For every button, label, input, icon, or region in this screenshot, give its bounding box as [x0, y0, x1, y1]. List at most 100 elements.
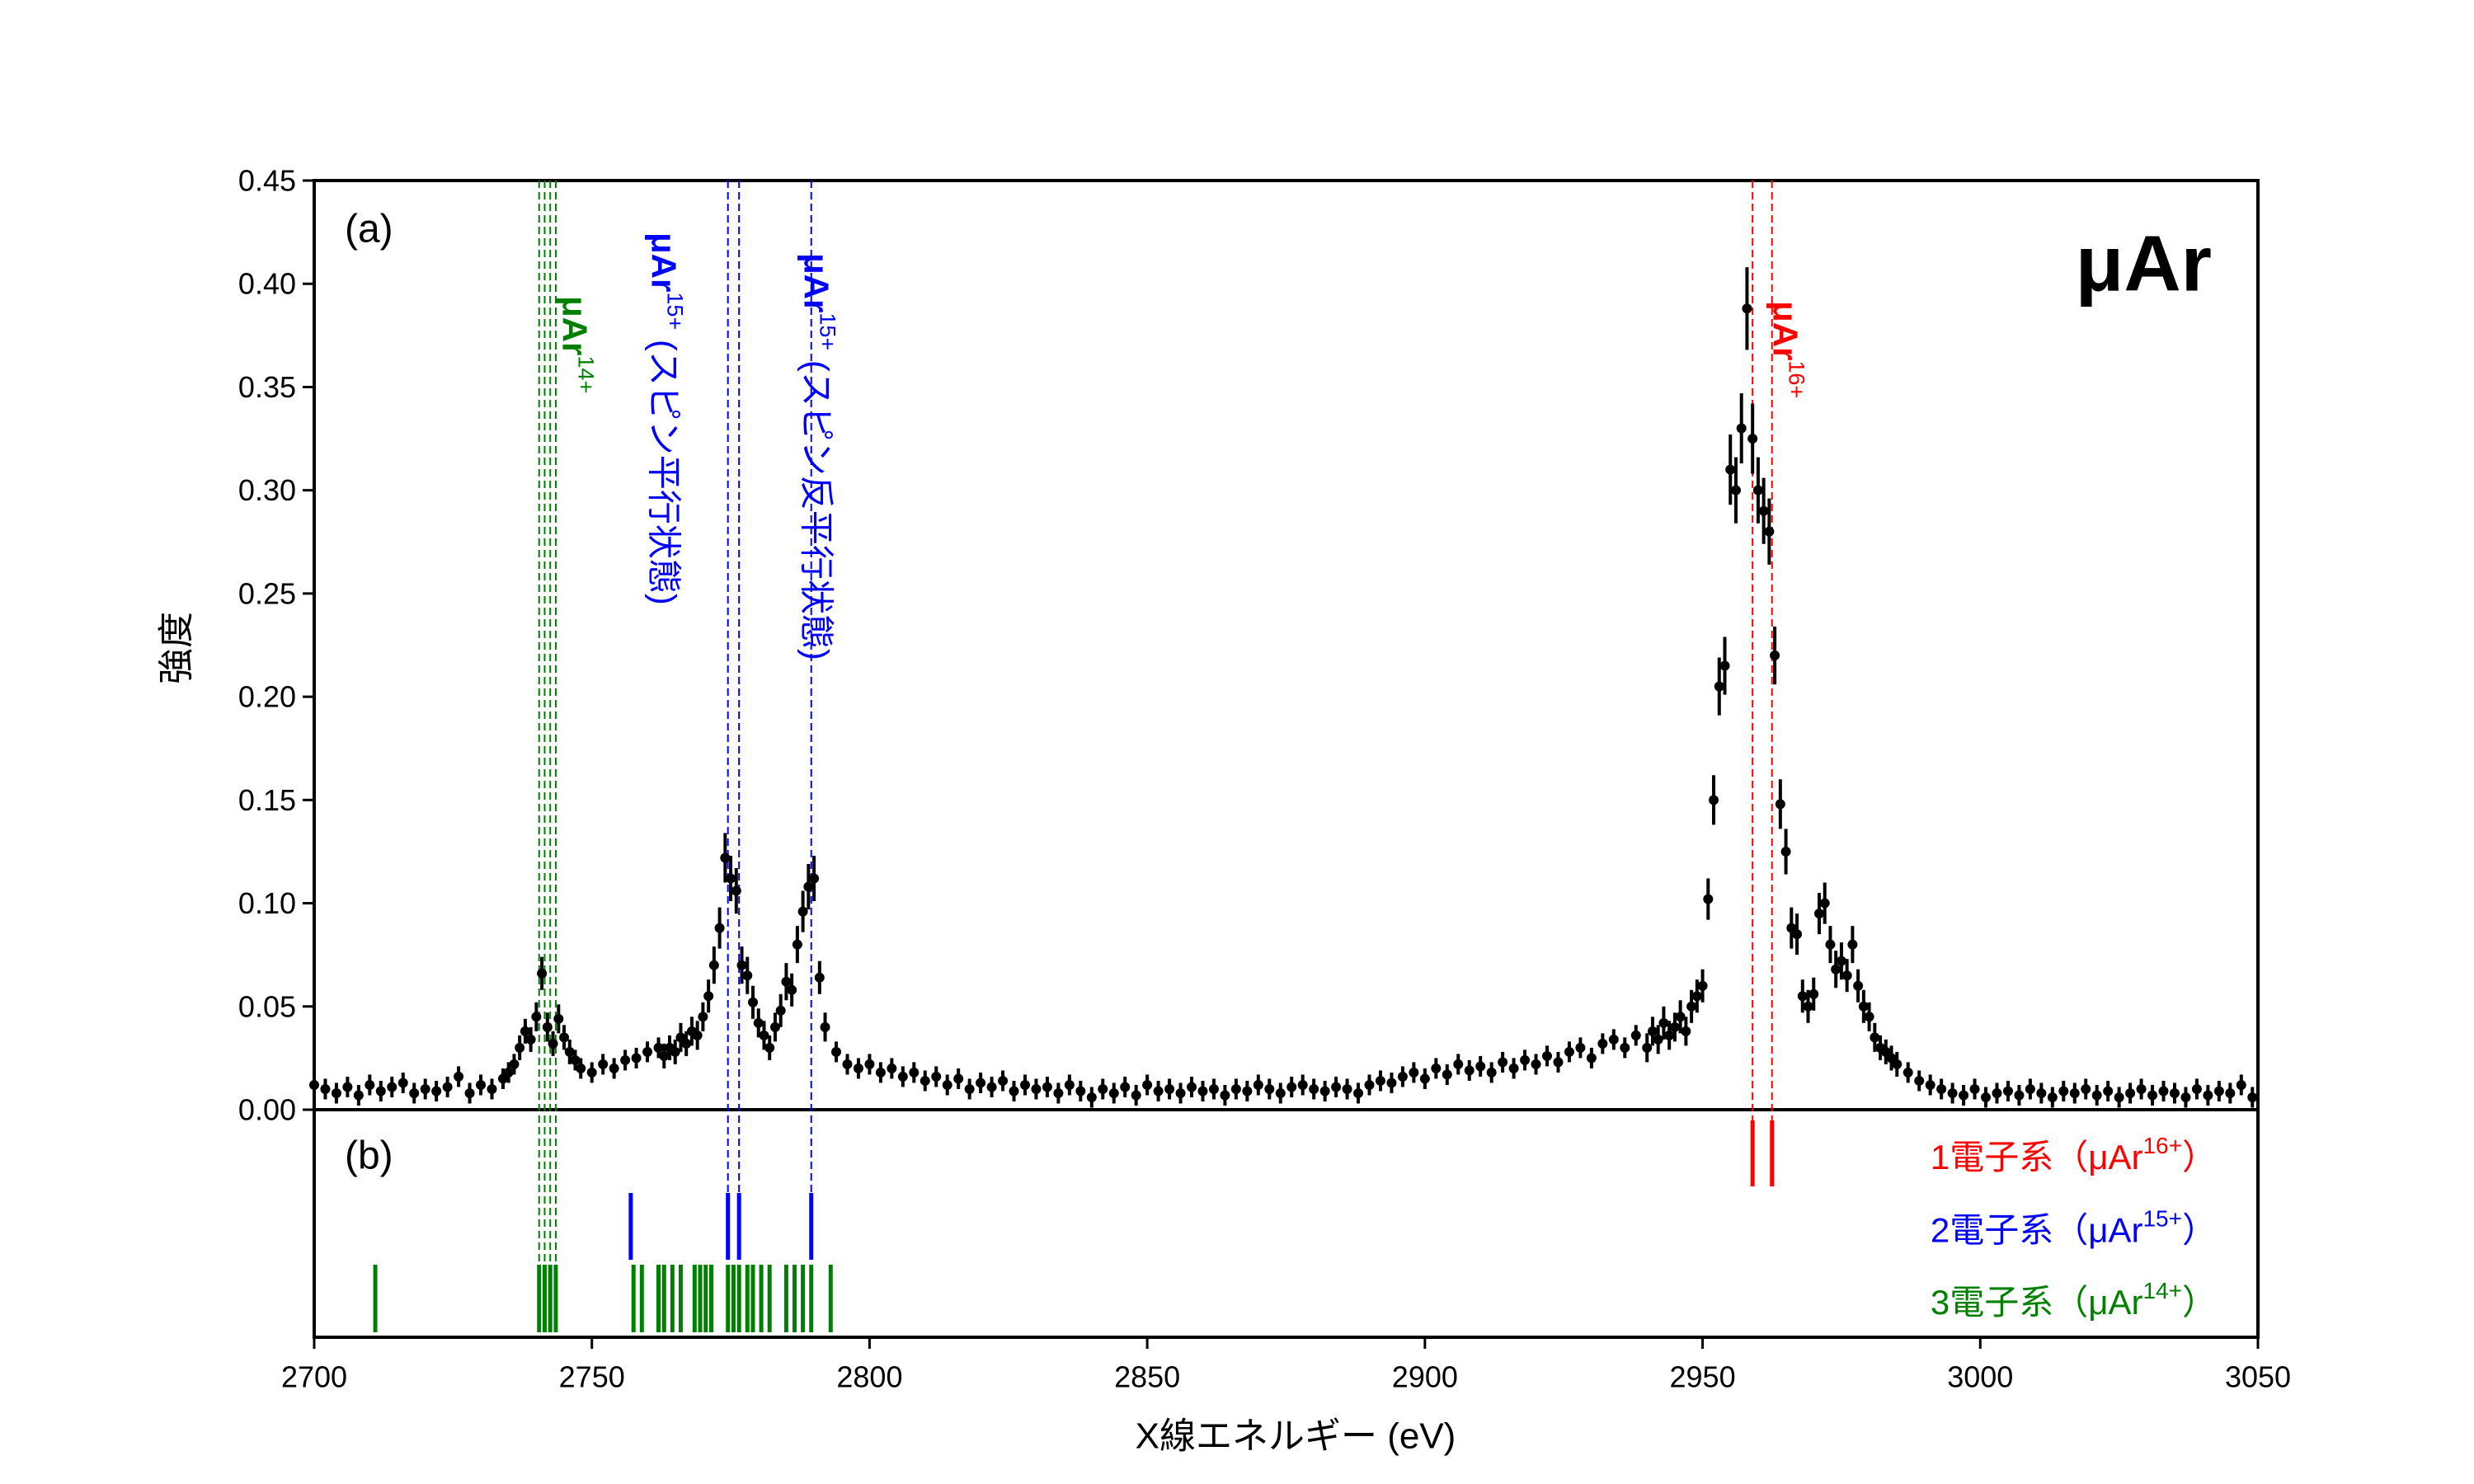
annotation-text: μAr: [556, 296, 595, 355]
data-point: [503, 1067, 514, 1078]
y-tick-label: 0.00: [238, 1093, 296, 1127]
annotation: μAr15+ (スピン反平行状態): [797, 253, 840, 660]
data-point: [1703, 894, 1714, 904]
data-point: [787, 984, 797, 995]
data-point: [853, 1063, 863, 1073]
data-point: [454, 1071, 464, 1082]
data-point: [842, 1059, 853, 1069]
data-point: [769, 1021, 780, 1032]
data-point: [748, 997, 759, 1007]
data-point: [1242, 1086, 1253, 1097]
data-point: [1825, 939, 1836, 950]
data-point: [1564, 1046, 1574, 1057]
data-point: [1098, 1083, 1108, 1094]
data-point: [1813, 909, 1824, 919]
data-point: [1187, 1082, 1197, 1092]
label-superscript: 15+: [2142, 1205, 2182, 1231]
data-point: [1331, 1082, 1342, 1092]
data-point: [2002, 1086, 2013, 1097]
data-point: [864, 1059, 875, 1069]
data-point: [515, 1042, 525, 1053]
data-point: [1841, 970, 1852, 981]
data-point: [2014, 1090, 2025, 1101]
data-point: [1342, 1083, 1352, 1094]
label-text: 1電子系（μAr: [1931, 1138, 2143, 1176]
data-point: [708, 960, 719, 970]
data-point: [1608, 1034, 1619, 1045]
data-point: [1019, 1079, 1030, 1090]
data-point: [1686, 1001, 1697, 1012]
data-point: [1658, 1017, 1669, 1028]
data-point: [1353, 1087, 1364, 1098]
data-point: [2213, 1086, 2224, 1097]
data-point: [1364, 1079, 1375, 1090]
data-point: [681, 1038, 692, 1049]
data-point: [1969, 1083, 1980, 1094]
data-point: [714, 923, 725, 933]
data-point: [2025, 1083, 2035, 1094]
data-point: [365, 1079, 375, 1090]
annotation: μAr16+: [1766, 301, 1809, 398]
data-point: [1947, 1087, 1958, 1098]
data-point: [1675, 1012, 1686, 1022]
label-text: ）: [2182, 1210, 2217, 1249]
data-point: [1597, 1038, 1608, 1049]
data-point: [2125, 1087, 2136, 1098]
data-point: [797, 906, 808, 917]
data-point: [642, 1046, 653, 1057]
data-point: [2103, 1086, 2114, 1097]
data-point: [442, 1082, 453, 1092]
y-tick-label: 0.05: [238, 989, 296, 1023]
data-point: [1758, 505, 1769, 516]
data-point: [1725, 464, 1736, 475]
data-point: [1864, 1012, 1874, 1022]
data-point: [1453, 1059, 1464, 1069]
data-point: [1664, 1030, 1675, 1040]
data-point: [1847, 939, 1858, 950]
data-point: [1431, 1063, 1442, 1073]
data-point: [1630, 1030, 1641, 1040]
data-point: [759, 1030, 769, 1040]
data-point: [1053, 1087, 1064, 1098]
data-point: [1714, 681, 1724, 692]
label-superscript: 14+: [2142, 1278, 2182, 1303]
data-point: [1419, 1073, 1430, 1084]
data-point: [464, 1087, 475, 1098]
data-point: [2091, 1090, 2102, 1101]
data-point: [976, 1078, 986, 1088]
data-point: [1803, 1001, 1813, 1012]
transition-label: 2電子系（μAr15+）: [1931, 1205, 2217, 1249]
data-point: [1508, 1063, 1519, 1073]
data-point: [703, 991, 714, 1002]
data-point: [653, 1042, 664, 1053]
data-point: [1669, 1021, 1680, 1032]
data-point: [2180, 1092, 2191, 1102]
annotation-text: μAr: [797, 253, 836, 312]
data-point: [2147, 1090, 2158, 1101]
data-point: [692, 1030, 703, 1040]
data-point: [1647, 1026, 1658, 1036]
data-point: [531, 1012, 542, 1022]
y-tick-label: 0.15: [238, 783, 296, 817]
data-point: [1742, 303, 1752, 314]
data-point: [1086, 1092, 1097, 1102]
data-point: [553, 1013, 564, 1024]
data-point: [2081, 1083, 2091, 1094]
data-point: [2047, 1092, 2058, 1102]
data-point: [431, 1086, 442, 1097]
data-point: [931, 1071, 942, 1082]
annotation-superscript: 15+: [815, 312, 840, 350]
label-superscript: 16+: [2142, 1133, 2182, 1158]
data-point: [409, 1087, 420, 1098]
data-point: [1642, 1042, 1653, 1053]
data-point: [659, 1050, 670, 1061]
data-point: [875, 1067, 886, 1078]
data-point: [1409, 1067, 1419, 1078]
data-point: [942, 1079, 952, 1090]
data-point: [631, 1053, 642, 1064]
data-point: [1719, 660, 1730, 671]
x-tick-label: 2900: [1392, 1360, 1458, 1394]
x-tick-label: 2800: [836, 1360, 902, 1394]
annotation: μAr14+: [556, 296, 599, 393]
data-point: [1075, 1086, 1086, 1097]
